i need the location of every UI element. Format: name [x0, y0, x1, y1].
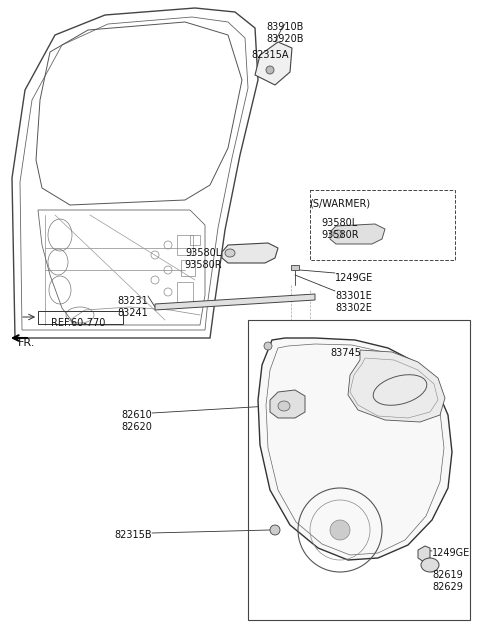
Ellipse shape [225, 249, 235, 257]
Ellipse shape [421, 558, 439, 572]
Text: 83910B
83920B: 83910B 83920B [266, 22, 304, 43]
Text: 82619
82629: 82619 82629 [432, 570, 463, 592]
Text: REF.60-770: REF.60-770 [51, 318, 105, 328]
Text: 83301E
83302E: 83301E 83302E [335, 291, 372, 313]
Ellipse shape [278, 401, 290, 411]
Circle shape [330, 520, 350, 540]
Circle shape [270, 525, 280, 535]
Text: 82315A: 82315A [251, 50, 289, 60]
Text: 82610
82620: 82610 82620 [121, 410, 152, 432]
Text: 83231
83241: 83231 83241 [117, 296, 148, 318]
Polygon shape [270, 390, 305, 418]
Polygon shape [330, 224, 385, 244]
Polygon shape [258, 338, 452, 560]
Ellipse shape [333, 230, 343, 238]
Text: 1249GE: 1249GE [432, 548, 470, 558]
Polygon shape [255, 42, 292, 85]
Text: 93580L
93580R: 93580L 93580R [321, 218, 359, 240]
Text: 82315B: 82315B [114, 530, 152, 540]
Circle shape [266, 66, 274, 74]
Circle shape [264, 342, 272, 350]
Polygon shape [155, 294, 315, 310]
Polygon shape [222, 243, 278, 263]
Polygon shape [348, 350, 445, 422]
Text: 93580L
93580R: 93580L 93580R [184, 248, 222, 269]
Text: (S/WARMER): (S/WARMER) [310, 198, 371, 208]
Polygon shape [418, 546, 430, 562]
Text: FR.: FR. [18, 338, 36, 348]
Text: 83745: 83745 [330, 348, 361, 358]
Polygon shape [291, 265, 299, 270]
Text: 1249GE: 1249GE [335, 273, 373, 283]
